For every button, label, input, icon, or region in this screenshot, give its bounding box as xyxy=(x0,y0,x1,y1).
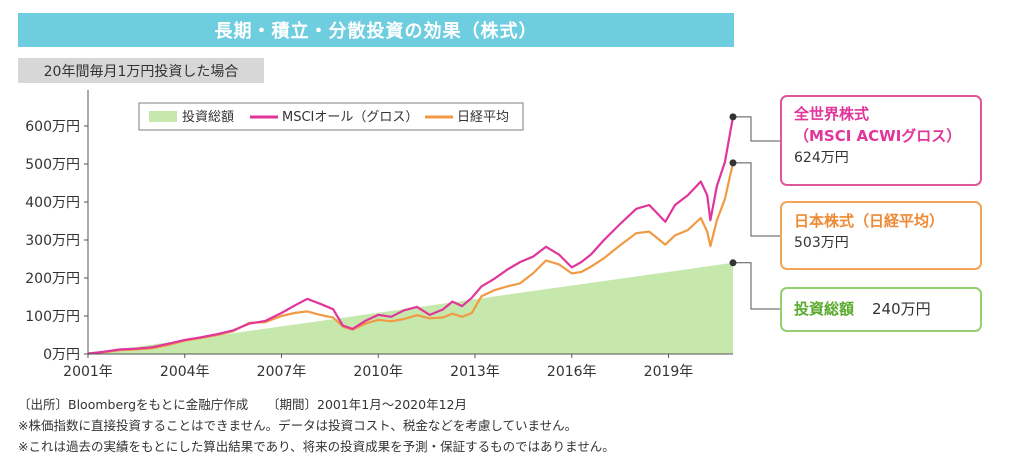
y-tick-label: 100万円 xyxy=(25,309,80,325)
y-tick-label: 0万円 xyxy=(43,347,80,363)
legend-label-investment: 投資総額 xyxy=(182,109,234,125)
legend-box xyxy=(138,102,524,131)
connector-msci xyxy=(733,116,780,142)
endpoint-marker-investment xyxy=(729,259,737,267)
x-tick-label: 2007年 xyxy=(257,364,307,380)
x-tick-label: 2019年 xyxy=(644,364,694,380)
callout-nikkei-label: 日本株式（日経平均） xyxy=(794,212,945,230)
callout-nikkei-value: 503万円 xyxy=(794,234,849,251)
y-tick-label: 300万円 xyxy=(25,233,80,249)
series-line-msci xyxy=(87,116,735,355)
x-tick-label: 2004年 xyxy=(160,364,210,380)
callout-invest-value: 240万円 xyxy=(872,300,931,319)
x-tick-label: 2013年 xyxy=(450,364,500,380)
x-tick-label: 2016年 xyxy=(547,364,597,380)
footnotes: 〔出所〕Bloombergをもとに金融庁作成 〔期間〕2001年1月～2020年… xyxy=(18,394,1008,457)
endpoint-marker-nikkei xyxy=(729,159,737,167)
line-chart: 0万円 100万円 200万円 300万円 400万円 500万円 600万円 2001年 20… xyxy=(25,90,780,380)
connector-nikkei xyxy=(733,162,780,237)
callout-world-label-line1: 全世界株式 xyxy=(794,105,870,123)
legend-label-msci: MSCIオール（グロス） xyxy=(282,110,418,125)
y-tick-label: 200万円 xyxy=(25,271,80,287)
callout-invest-label: 投資総額 xyxy=(794,300,855,319)
chart-subtitle: 20年間毎月1万円投資した場合 xyxy=(18,58,264,83)
y-tick-label: 400万円 xyxy=(25,195,80,211)
legend-label-nikkei: 日経平均 xyxy=(457,110,509,125)
callout-world-stocks: 全世界株式 （MSCI ACWIグロス） 624万円 xyxy=(780,95,982,186)
endpoint-marker-msci xyxy=(729,113,737,121)
footnote-source: 〔出所〕Bloombergをもとに金融庁作成 〔期間〕2001年1月～2020年… xyxy=(18,397,467,412)
callout-world-label-line2: （MSCI ACWIグロス） xyxy=(794,126,962,145)
chart-title-banner: 長期・積立・分散投資の効果（株式） xyxy=(18,13,734,47)
legend-swatch-investment xyxy=(149,111,177,122)
footnote-disclaimer: ※これは過去の実績をもとにした算出結果であり、将来の投資成果を予測・保証するもの… xyxy=(18,439,615,454)
connector-investment xyxy=(733,262,780,310)
callout-world-value: 624万円 xyxy=(794,149,849,166)
x-tick-label: 2010年 xyxy=(353,364,403,380)
callout-japan-stocks: 日本株式（日経平均） 503万円 xyxy=(780,201,982,270)
y-tick-label: 600万円 xyxy=(25,119,80,135)
y-tick-label: 500万円 xyxy=(25,157,80,173)
x-tick-label: 2001年 xyxy=(63,364,113,380)
footnote-direct-investment: ※株価指数に直接投資することはできません。データは投資コスト、税金などを考慮して… xyxy=(18,418,578,433)
callout-total-investment: 投資総額 240万円 xyxy=(780,287,982,332)
